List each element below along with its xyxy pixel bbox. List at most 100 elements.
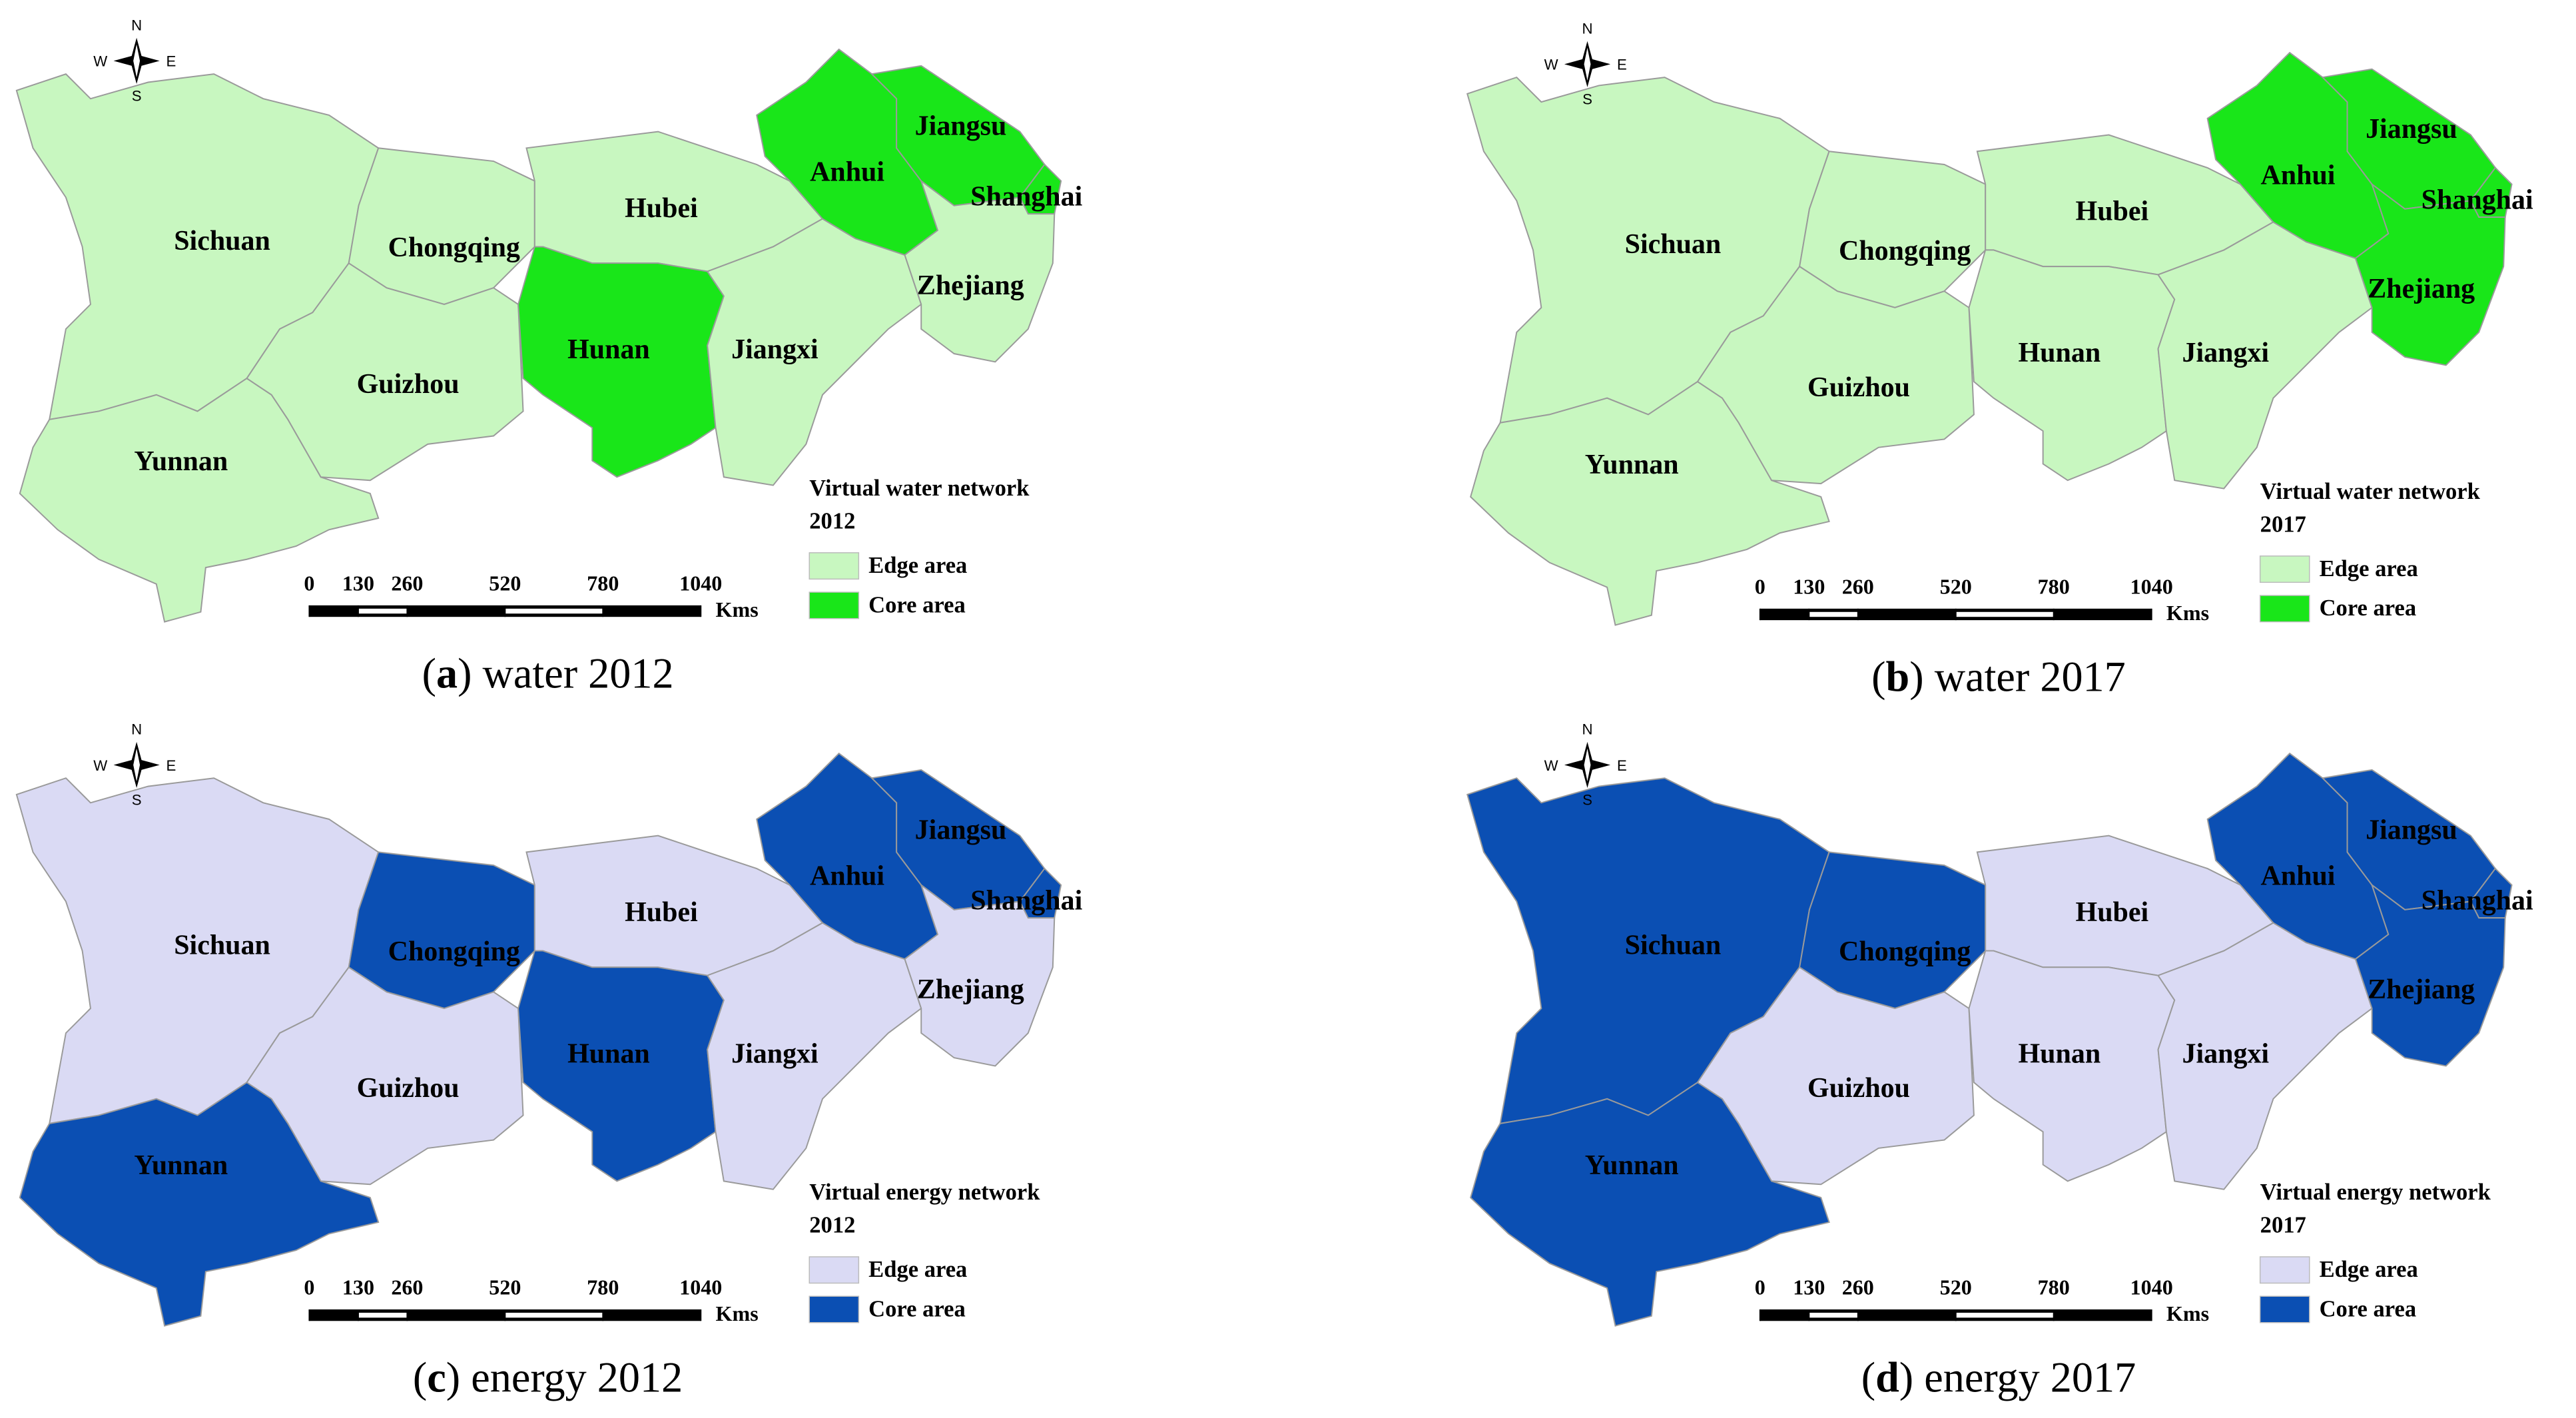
province-label: Yunnan bbox=[1585, 1150, 1679, 1181]
legend-swatch bbox=[808, 1295, 860, 1323]
scale-label: 1040 bbox=[2130, 575, 2173, 599]
province-region bbox=[2354, 883, 2506, 1067]
panel-caption: (b) water 2017 bbox=[1871, 653, 2126, 700]
legend-title: Virtual energy network bbox=[2260, 1180, 2491, 1205]
legend-swatch bbox=[2259, 595, 2310, 623]
province-label: Shanghai bbox=[2421, 886, 2533, 916]
scale-label: 780 bbox=[587, 571, 619, 595]
legend-label: Core area bbox=[2320, 1296, 2417, 1321]
compass-n: N bbox=[131, 17, 142, 33]
province-label: Zhejiang bbox=[917, 974, 1024, 1005]
compass-s: S bbox=[1582, 91, 1592, 108]
scale-label: 130 bbox=[342, 571, 374, 595]
province-label: Jiangsu bbox=[2366, 114, 2457, 145]
province-label: Hubei bbox=[2076, 196, 2149, 227]
caption-text: ) energy 2017 bbox=[1899, 1353, 2136, 1401]
panel-caption: (c) energy 2012 bbox=[413, 1353, 683, 1401]
caption-open: ( bbox=[422, 649, 436, 697]
scale-label: 520 bbox=[1940, 575, 1972, 599]
caption-open: ( bbox=[413, 1353, 427, 1401]
legend-label: Core area bbox=[868, 592, 966, 617]
compass-rose-inner bbox=[133, 44, 141, 78]
caption-text: ) water 2017 bbox=[1909, 653, 2125, 700]
map-panel: Sichuan Yunnan Chongqing Guizhou Hubei Hunan J… bbox=[1466, 20, 2533, 700]
caption-letter: a bbox=[436, 649, 458, 697]
scale-label: 1040 bbox=[679, 1275, 722, 1299]
scale-bar-segment bbox=[505, 1312, 603, 1318]
province-label: Zhejiang bbox=[2368, 274, 2475, 304]
province-label: Jiangxi bbox=[731, 1038, 818, 1069]
scale-label: 0 bbox=[304, 1275, 314, 1299]
province-label: Guizhou bbox=[357, 369, 460, 400]
province-label: Sichuan bbox=[174, 226, 270, 256]
scale-label: 780 bbox=[2038, 575, 2070, 599]
province-label: Guizhou bbox=[1807, 1073, 1910, 1104]
scale-bar-segment bbox=[358, 1312, 408, 1318]
province-label: Yunnan bbox=[134, 1150, 228, 1181]
legend-swatch bbox=[2259, 555, 2310, 583]
province-region bbox=[517, 950, 725, 1182]
scale-label: 130 bbox=[1793, 1275, 1825, 1299]
legend-swatch bbox=[808, 552, 860, 580]
province-region bbox=[19, 1081, 380, 1327]
scale-unit: Kms bbox=[2166, 1301, 2209, 1325]
province-region bbox=[1968, 950, 2176, 1182]
province-region bbox=[1968, 249, 2176, 482]
legend-label: Edge area bbox=[2320, 556, 2418, 581]
province-region bbox=[904, 883, 1056, 1067]
legend-title: 2012 bbox=[809, 508, 855, 533]
scale-label: 780 bbox=[587, 1275, 619, 1299]
legend-title: 2017 bbox=[2260, 512, 2306, 537]
province-label: Zhejiang bbox=[2368, 974, 2475, 1005]
compass-w: W bbox=[93, 53, 107, 70]
scale-label: 260 bbox=[391, 1275, 423, 1299]
province-label: Jiangsu bbox=[2366, 815, 2457, 845]
legend-swatch bbox=[808, 591, 860, 619]
compass-s: S bbox=[1582, 792, 1592, 809]
compass-w: W bbox=[93, 757, 107, 774]
map-panel: Sichuan Yunnan Chongqing Guizhou Hubei Hunan J… bbox=[1466, 721, 2533, 1401]
province-label: Chongqing bbox=[388, 232, 520, 263]
province-region bbox=[246, 262, 524, 482]
province-label: Jiangsu bbox=[915, 111, 1007, 141]
province-region bbox=[1696, 265, 1975, 485]
province-label: Hubei bbox=[2076, 897, 2149, 928]
scale-label: 260 bbox=[1842, 575, 1874, 599]
province-label: Chongqing bbox=[1839, 936, 1971, 967]
province-label: Jiangxi bbox=[2182, 1038, 2270, 1069]
panel-caption: (a) water 2012 bbox=[422, 649, 674, 697]
province-label: Anhui bbox=[810, 157, 884, 187]
scale-unit: Kms bbox=[2166, 601, 2209, 625]
scale-unit: Kms bbox=[716, 1301, 759, 1325]
province-label: Sichuan bbox=[1625, 229, 1722, 260]
compass-e: E bbox=[166, 53, 176, 70]
legend-title: Virtual energy network bbox=[809, 1180, 1040, 1205]
province-label: Shanghai bbox=[2421, 184, 2533, 215]
province-label: Guizhou bbox=[1807, 372, 1910, 403]
caption-letter: c bbox=[427, 1353, 446, 1401]
province-label: Zhejiang bbox=[917, 270, 1024, 301]
compass-s: S bbox=[132, 792, 142, 809]
province-label: Yunnan bbox=[1585, 450, 1679, 480]
province-region bbox=[1470, 1081, 1830, 1327]
scale-label: 130 bbox=[1793, 575, 1825, 599]
compass-e: E bbox=[166, 757, 176, 774]
scale-bar-segment bbox=[505, 608, 603, 614]
caption-letter: d bbox=[1875, 1353, 1899, 1401]
province-region bbox=[904, 178, 1056, 363]
legend-title: Virtual water network bbox=[809, 476, 1030, 501]
province-label: Jiangsu bbox=[915, 815, 1007, 845]
scale-bar-segment bbox=[1955, 611, 2054, 617]
province-region bbox=[2354, 182, 2506, 366]
province-label: Sichuan bbox=[1625, 930, 1722, 960]
province-label: Chongqing bbox=[1839, 236, 1971, 266]
compass-w: W bbox=[1544, 757, 1558, 774]
province-label: Shanghai bbox=[970, 181, 1082, 212]
caption-open: ( bbox=[1871, 653, 1885, 700]
province-label: Hunan bbox=[2019, 338, 2101, 368]
legend-title: 2017 bbox=[2260, 1212, 2306, 1238]
province-label: Jiangxi bbox=[2182, 338, 2270, 368]
scale-bar-segment bbox=[1809, 611, 1858, 617]
